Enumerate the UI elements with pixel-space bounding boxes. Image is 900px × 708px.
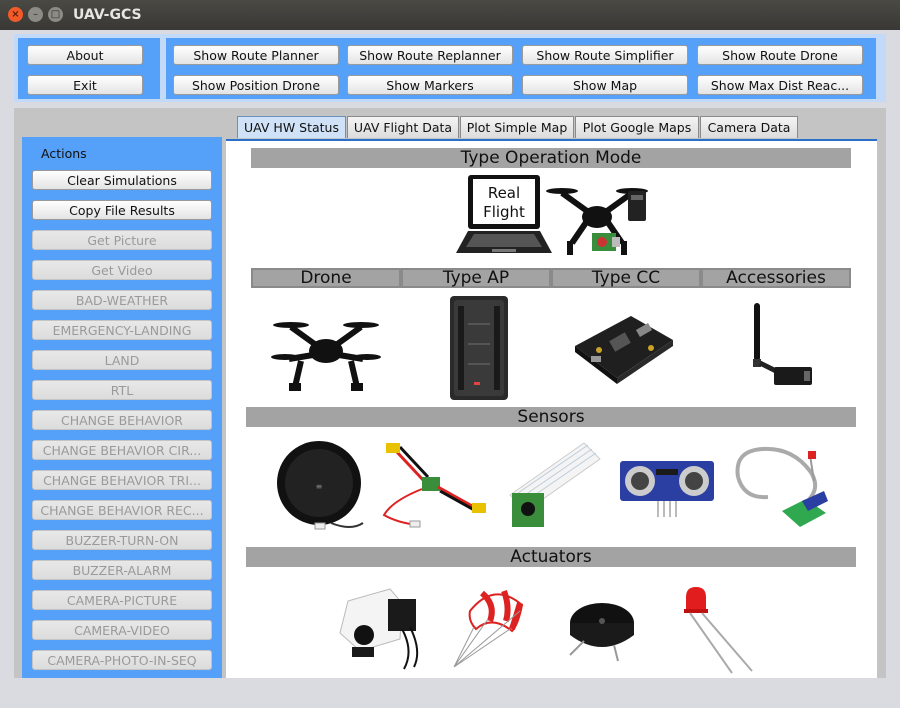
laptop-icon: Real Flight — [456, 175, 552, 253]
ultrasonic-sensor-icon — [620, 461, 714, 517]
parachute-icon — [453, 589, 524, 668]
camera-module-icon — [509, 442, 601, 527]
minimize-icon[interactable]: – — [28, 7, 43, 22]
app-buttons-panel: About Exit — [18, 38, 160, 99]
action-emergency-landing-button: EMERGENCY-LANDING — [32, 320, 212, 340]
about-button[interactable]: About — [27, 45, 143, 65]
tab-plot-simple-map[interactable]: Plot Simple Map — [460, 116, 574, 138]
type-ap-column-header: Type AP — [401, 268, 551, 288]
companion-board-icon — [575, 316, 673, 384]
map-buttons-panel: Show Route Planner Show Route Replanner … — [166, 38, 876, 99]
tab-uav-hw-status[interactable]: UAV HW Status — [237, 116, 346, 138]
show-max-dist-button[interactable]: Show Max Dist Reac... — [697, 75, 863, 95]
action-get-picture-button: Get Picture — [32, 230, 212, 250]
red-led-icon — [684, 587, 753, 674]
hw-status-panel: Type Operation Mode Real Flight — [226, 139, 877, 678]
type-ap-column-label: Type AP — [442, 268, 510, 288]
action-get-video-button: Get Video — [32, 260, 212, 280]
show-route-drone-button[interactable]: Show Route Drone — [697, 45, 863, 65]
power-module-icon — [382, 443, 486, 528]
action-copy-file-results-button[interactable]: Copy File Results — [32, 200, 212, 220]
svg-text:≡: ≡ — [316, 482, 323, 491]
buzzer-icon — [569, 603, 634, 662]
maximize-icon[interactable]: □ — [48, 7, 63, 22]
close-icon[interactable]: × — [8, 7, 23, 22]
laptop-screen-line2: Flight — [483, 203, 525, 221]
tab-uav-flight-data[interactable]: UAV Flight Data — [347, 116, 459, 138]
type-cc-column-label: Type CC — [591, 268, 661, 288]
type-cc-column-header: Type CC — [551, 268, 701, 288]
window-title: UAV-GCS — [73, 7, 142, 23]
autopilot-board-icon — [450, 296, 508, 400]
action-camera-video-button: CAMERA-VIDEO — [32, 620, 212, 640]
operation-mode-title: Type Operation Mode — [251, 148, 851, 168]
action-change-behavior-rec-button: CHANGE BEHAVIOR REC... — [32, 500, 212, 520]
actuators-title: Actuators — [246, 547, 856, 567]
top-toolbar: About Exit Show Route Planner Show Route… — [14, 34, 886, 102]
drone-icon — [271, 322, 381, 391]
tab-plot-google-maps[interactable]: Plot Google Maps — [575, 116, 699, 138]
action-bad-weather-button: BAD-WEATHER — [32, 290, 212, 310]
drone-raspberry-icon — [546, 188, 648, 255]
show-route-planner-button[interactable]: Show Route Planner — [173, 45, 339, 65]
accessories-column-label: Accessories — [726, 268, 826, 288]
accessories-column-header: Accessories — [701, 268, 851, 288]
laptop-screen-line1: Real — [488, 184, 520, 202]
action-rtl-button: RTL — [32, 380, 212, 400]
action-buzzer-turn-on-button: BUZZER-TURN-ON — [32, 530, 212, 550]
show-markers-button[interactable]: Show Markers — [347, 75, 513, 95]
exit-button[interactable]: Exit — [27, 75, 143, 95]
action-change-behavior-cir-button: CHANGE BEHAVIOR CIR... — [32, 440, 212, 460]
action-camera-picture-button: CAMERA-PICTURE — [32, 590, 212, 610]
actions-title: Actions — [41, 146, 87, 161]
drone-column-header: Drone — [251, 268, 401, 288]
main-area: Actions Clear Simulations Copy File Resul… — [14, 108, 886, 678]
action-land-button: LAND — [32, 350, 212, 370]
gps-module-icon: ≡ — [277, 441, 364, 530]
show-position-drone-button[interactable]: Show Position Drone — [173, 75, 339, 95]
show-route-replanner-button[interactable]: Show Route Replanner — [347, 45, 513, 65]
action-camera-photo-in-seq-button: CAMERA-PHOTO-IN-SEQ — [32, 650, 212, 670]
title-bar: × – □ UAV-GCS — [0, 0, 900, 30]
drone-column-label: Drone — [300, 268, 352, 288]
gimbal-camera-icon — [339, 588, 419, 670]
action-change-behavior-tri-button: CHANGE BEHAVIOR TRI... — [32, 470, 212, 490]
show-route-simplifier-button[interactable]: Show Route Simplifier — [522, 45, 688, 65]
sensors-title: Sensors — [246, 407, 856, 427]
action-change-behavior-button: CHANGE BEHAVIOR — [32, 410, 212, 430]
show-map-button[interactable]: Show Map — [522, 75, 688, 95]
tab-camera-data[interactable]: Camera Data — [700, 116, 798, 138]
temperature-sensor-icon — [735, 446, 828, 527]
actions-sidebar: Actions Clear Simulations Copy File Resul… — [22, 137, 222, 678]
action-clear-simulations-button[interactable]: Clear Simulations — [32, 170, 212, 190]
telemetry-radio-icon — [753, 303, 812, 385]
action-buzzer-alarm-button: BUZZER-ALARM — [32, 560, 212, 580]
